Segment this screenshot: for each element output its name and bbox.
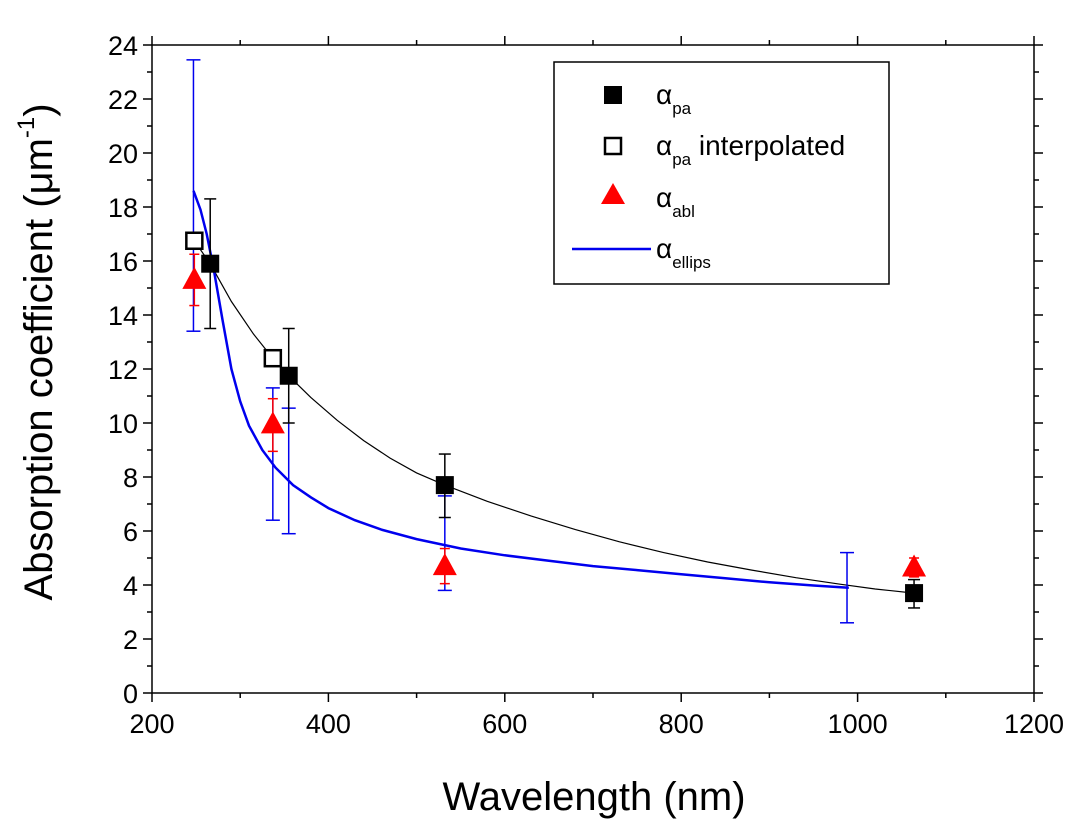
legend-alpha-symbol: α: [656, 182, 672, 213]
legend-alpha-symbol: α: [656, 130, 672, 161]
x-tick-label: 1200: [1004, 709, 1064, 739]
y-axis-title-unit: μm: [17, 138, 61, 194]
alpha-pa-point: [905, 584, 924, 603]
tick-labels: 200 400 600 800 1000 120002468101214161820222…: [108, 31, 1064, 739]
alpha-ellips-curve: [192, 190, 849, 589]
y-tick-label: 24: [108, 31, 138, 61]
x-tick-label: 200: [129, 709, 174, 739]
y-tick-label: 22: [108, 85, 138, 115]
y-tick-label: 6: [123, 517, 138, 547]
x-tick-label: 600: [482, 709, 527, 739]
x-axis-title: Wavelength (nm): [442, 775, 745, 819]
legend-label-alpha-pa-interpolated: αpa interpolated: [656, 130, 845, 169]
legend-subscript: ellips: [672, 253, 711, 272]
alpha-abl-point: [432, 553, 457, 576]
legend-alpha-symbol: α: [656, 233, 672, 264]
x-tick-label: 1000: [828, 709, 888, 739]
legend-subscript: pa: [672, 99, 691, 118]
legend-entry-alpha-pa-interpolated: αpa interpolated: [603, 130, 845, 169]
y-tick-label: 20: [108, 139, 138, 169]
y-tick-label: 14: [108, 301, 138, 331]
legend: αpa αpa interpolated αabl αellips: [553, 61, 890, 285]
legend-open-square-icon: [603, 136, 623, 156]
legend-filled-square-icon: [604, 86, 622, 104]
alpha-abl-point: [182, 266, 207, 289]
y-axis-title-close: ): [17, 103, 61, 116]
y-tick-label: 4: [123, 571, 138, 601]
y-tick-label: 16: [108, 247, 138, 277]
legend-subscript: pa: [672, 150, 691, 169]
y-tick-label: 10: [108, 409, 138, 439]
legend-alpha-symbol: α: [656, 79, 672, 110]
x-tick-label: 400: [306, 709, 351, 739]
y-tick-label: 0: [123, 679, 138, 709]
y-tick-label: 18: [108, 193, 138, 223]
y-tick-label: 2: [123, 625, 138, 655]
axes: [143, 36, 1043, 702]
y-tick-label: 12: [108, 355, 138, 385]
y-tick-label: 8: [123, 463, 138, 493]
alpha-pa-point: [201, 254, 220, 273]
legend-label-alpha-pa: αpa: [656, 79, 692, 118]
alpha-pa-point: [435, 476, 454, 495]
legend-entry-alpha-ellips: αellips: [572, 233, 711, 272]
alpha-pa-interpolated-point: [185, 231, 204, 250]
y-axis-title-main: Absorption coefficient (: [17, 194, 61, 601]
alpha-pa-fit-curve: [193, 240, 915, 594]
legend-triangle-icon: [601, 183, 625, 204]
alpha-pa-point: [279, 366, 298, 385]
y-axis-title: Absorption coefficient (μm-1): [13, 103, 61, 600]
x-tick-label: 800: [659, 709, 704, 739]
legend-label-alpha-abl: αabl: [656, 182, 695, 221]
legend-suffix: interpolated: [691, 130, 845, 161]
legend-label-alpha-ellips: αellips: [656, 233, 711, 272]
y-axis-title-exponent: -1: [13, 117, 40, 138]
alpha-pa-interpolated-point: [263, 348, 283, 368]
legend-entry-alpha-pa: αpa: [604, 79, 692, 118]
legend-subscript: abl: [672, 202, 695, 221]
alpha-abl-point: [902, 554, 927, 577]
alpha-abl-point: [260, 411, 285, 434]
legend-entry-alpha-abl: αabl: [601, 182, 695, 221]
data-markers: [182, 231, 927, 603]
